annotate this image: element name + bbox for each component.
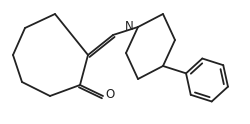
Text: N: N: [125, 19, 134, 32]
Text: O: O: [105, 89, 114, 102]
